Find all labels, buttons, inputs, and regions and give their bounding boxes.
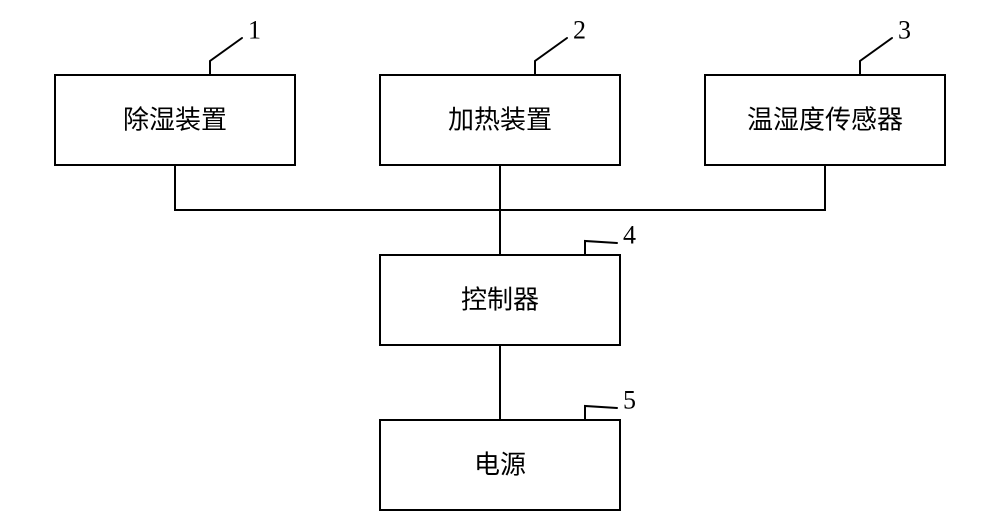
node-n2: 加热装置 2 [380,16,620,166]
node-label-text: 加热装置 [448,106,552,135]
node-number: 1 [248,16,261,45]
edge [175,165,500,255]
callout-tick [585,241,617,255]
node-number: 5 [623,386,636,415]
node-n5: 电源 5 [380,386,636,511]
nodes-group: 除湿装置 1 加热装置 2 温湿度传感器 3 控制器 4 电源 5 [55,16,945,511]
node-number: 3 [898,16,911,45]
callout-tick [210,38,242,75]
node-n4: 控制器 4 [380,221,636,346]
node-label-text: 控制器 [461,286,539,315]
node-number: 2 [573,16,586,45]
node-label-text: 电源 [474,451,526,480]
node-label-text: 温湿度传感器 [747,106,903,135]
node-number: 4 [623,221,636,250]
callout-tick [860,38,892,75]
callout-tick [535,38,567,75]
block-diagram: 除湿装置 1 加热装置 2 温湿度传感器 3 控制器 4 电源 5 [0,0,1000,517]
callout-tick [585,406,617,420]
node-n3: 温湿度传感器 3 [705,16,945,166]
edge [500,165,825,255]
node-label-text: 除湿装置 [123,106,227,135]
node-n1: 除湿装置 1 [55,16,295,166]
